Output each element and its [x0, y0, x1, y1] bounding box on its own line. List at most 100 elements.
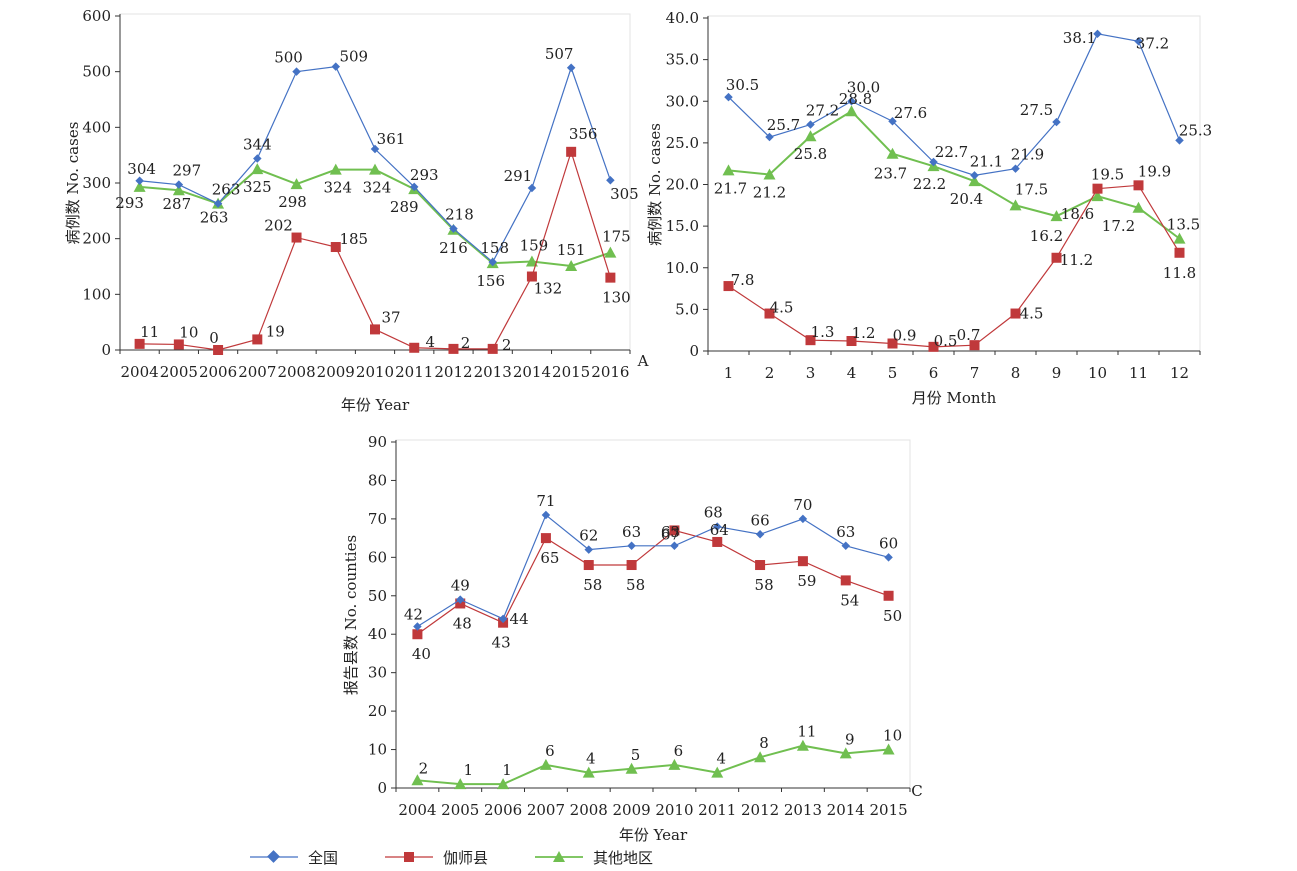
chart-a-data-label-national: 291: [504, 167, 533, 185]
chart-a-x-tick-label: 2006: [199, 363, 237, 381]
chart-b-point-other: [886, 147, 899, 159]
chart-b-data-label-national: 30.5: [726, 76, 759, 94]
chart-c-x-tick-label: 2007: [527, 801, 565, 819]
chart-b-data-label-jiashi: 1.3: [811, 323, 835, 341]
chart-b-y-tick-label: 30.0: [666, 92, 699, 110]
chart-b-x-tick-label: 8: [1011, 364, 1021, 382]
chart-a-data-label-jiashi: 11: [140, 323, 159, 341]
chart-b-data-label-national: 27.6: [894, 104, 927, 122]
chart-a-data-label-other: 324: [363, 179, 392, 197]
chart-b-data-label-other: 16.2: [1030, 227, 1063, 245]
chart-c-x-tick-label: 2011: [698, 801, 736, 819]
chart-a-point-national: [409, 182, 419, 192]
chart-c-point-other: [497, 778, 510, 790]
chart-c-data-label-jiashi: 48: [453, 614, 472, 632]
chart-c-y-tick-label: 60: [368, 548, 387, 566]
chart-a-data-label-other: 151: [557, 241, 586, 259]
chart-c-point-national: [755, 530, 765, 539]
chart-b-point-jiashi: [1010, 308, 1021, 319]
chart-a-data-label-other: 263: [200, 209, 229, 227]
chart-a-point-other: [604, 246, 617, 258]
chart-c-data-label-national: 66: [751, 511, 770, 529]
chart-c-data-label-other: 11: [797, 723, 816, 741]
chart-c-point-national: [798, 514, 808, 524]
legend: 全国 伽师县 其他地区: [250, 845, 770, 869]
chart-c-point-national: [627, 541, 636, 551]
chart-a-x-tick-label: 2011: [395, 363, 433, 381]
chart-b-line-national: [728, 33, 1181, 176]
chart-a-point-jiashi: [291, 232, 302, 243]
chart-c-x-tick-label: 2009: [612, 801, 650, 819]
chart-c-data-label-other: 8: [759, 734, 769, 752]
chart-b-data-label-national: 25.7: [767, 116, 800, 134]
chart-a-data-label-other: 289: [390, 198, 419, 216]
chart-a-data-label-other: 324: [323, 179, 352, 197]
chart-a-point-national: [174, 180, 184, 189]
chart-a-y-axis-label: 病例数 No. cases: [64, 122, 82, 245]
chart-c-point-other: [539, 758, 552, 770]
chart-c-point-jiashi: [583, 560, 594, 571]
chart-c-point-other: [454, 778, 467, 790]
chart-c-data-label-national: 63: [836, 523, 855, 541]
legend-label-other: 其他地区: [593, 848, 654, 867]
chart-c-y-tick-label: 50: [368, 587, 387, 605]
chart-b-data-label-national: 38.1: [1063, 29, 1096, 47]
chart-c-data-label-jiashi: 58: [626, 576, 645, 594]
chart-b-data-label-national: 37.2: [1136, 34, 1169, 52]
chart-b-data-label-national: 30.0: [847, 78, 880, 96]
chart-c-data-label-national: 42: [404, 606, 423, 624]
chart-a-x-tick-label: 2015: [552, 363, 590, 381]
chart-b-data-label-jiashi: 1.2: [852, 324, 876, 342]
chart-b-point-jiashi: [887, 338, 898, 349]
chart-c-y-tick-label: 90: [368, 433, 387, 451]
chart-c-point-jiashi: [883, 590, 894, 601]
chart-b-data-label-jiashi: 4.5: [1020, 305, 1044, 323]
chart-c-point-national: [498, 614, 508, 624]
chart-b-point-jiashi: [1133, 180, 1144, 191]
chart-c-x-tick-label: 2006: [484, 801, 522, 819]
chart-c-panel-label: C: [911, 782, 922, 800]
chart-a-point-jiashi: [448, 343, 459, 354]
chart-a-x-tick-label: 2007: [238, 363, 276, 381]
chart-a-point-other: [565, 259, 578, 271]
chart-b-x-tick-label: 5: [888, 364, 898, 382]
chart-a-data-label-national: 304: [127, 160, 156, 178]
chart-a-point-national: [527, 183, 537, 193]
chart-a-data-label-jiashi: 37: [381, 308, 400, 326]
chart-c-point-other: [668, 758, 681, 770]
chart-c-data-label-jiashi: 58: [755, 576, 774, 594]
chart-b-point-jiashi: [928, 341, 939, 352]
chart-a-data-label-other: 287: [163, 195, 192, 213]
chart-b-point-jiashi: [969, 340, 980, 351]
chart-c-line-jiashi: [417, 529, 889, 635]
legend-item-national: 全国: [250, 845, 338, 869]
chart-c-data-label-jiashi: 50: [883, 607, 902, 625]
chart-b-point-other: [968, 175, 981, 187]
chart-c-point-other: [711, 766, 724, 778]
chart-c-data-label-national: 68: [704, 504, 723, 522]
chart-b-data-label-national: 22.7: [935, 143, 968, 161]
chart-c-y-tick-label: 40: [368, 625, 387, 643]
chart-c-data-label-other: 6: [674, 742, 684, 760]
chart-a-data-label-jiashi: 2: [461, 334, 471, 352]
chart-a-x-axis-label: 年份 Year: [341, 396, 410, 414]
chart-c-point-national: [884, 553, 893, 562]
chart-a-y-tick-label: 600: [82, 7, 111, 25]
chart-b-data-label-jiashi: 19.5: [1091, 166, 1124, 184]
chart-c-y-tick-label: 80: [368, 471, 387, 489]
chart-c-point-other: [411, 774, 424, 786]
chart-c-x-tick-label: 2005: [441, 801, 479, 819]
chart-a-panel-label: A: [637, 352, 649, 370]
chart-a-point-national: [370, 144, 380, 154]
chart-a-data-label-national: 361: [377, 130, 406, 148]
chart-c-data-label-jiashi: 54: [840, 591, 859, 609]
chart-c-point-other: [796, 739, 809, 751]
chart-c-data-label-jiashi: 40: [412, 645, 431, 663]
chart-a-point-national: [135, 176, 144, 186]
chart-panel-b: 0 5.0 10.0 15.0 20.0 25.0 30.0 35.0 40.0 1 2 3 4 5 6 7 8…: [640, 0, 1297, 420]
chart-c-point-jiashi: [755, 560, 766, 571]
chart-a-point-jiashi: [526, 271, 537, 282]
chart-c-x-axis-label: 年份 Year: [619, 826, 688, 844]
